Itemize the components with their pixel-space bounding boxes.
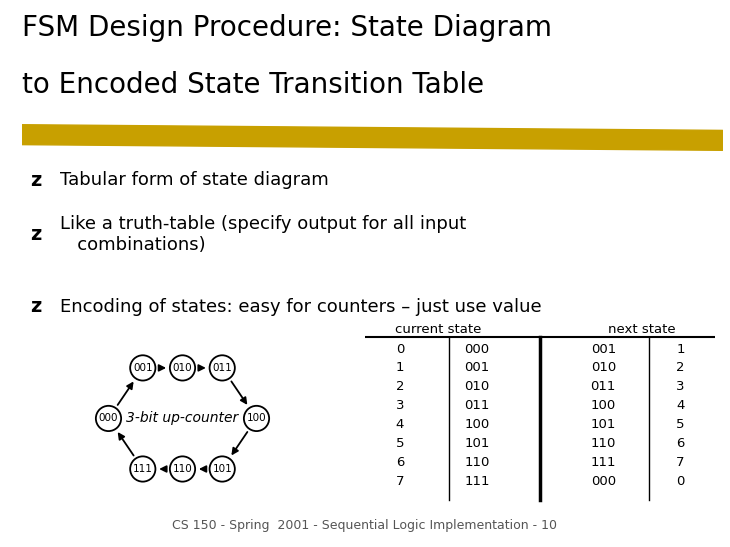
Text: 010: 010: [591, 362, 616, 375]
Text: 2: 2: [676, 362, 685, 375]
Text: 101: 101: [591, 418, 616, 431]
Circle shape: [170, 356, 195, 381]
Text: 000: 000: [591, 475, 616, 487]
Text: next state: next state: [608, 323, 676, 336]
Text: 7: 7: [676, 456, 685, 469]
Text: CS 150 - Spring  2001 - Sequential Logic Implementation - 10: CS 150 - Spring 2001 - Sequential Logic …: [172, 519, 558, 532]
Circle shape: [130, 356, 155, 381]
Text: current state: current state: [396, 323, 482, 336]
Text: Encoding of states: easy for counters – just use value: Encoding of states: easy for counters – …: [61, 298, 542, 316]
Text: to Encoded State Transition Table: to Encoded State Transition Table: [22, 71, 484, 98]
Text: z: z: [31, 297, 42, 316]
Text: 101: 101: [464, 437, 490, 450]
Text: 101: 101: [212, 464, 232, 474]
Text: 100: 100: [591, 399, 616, 412]
Text: 000: 000: [464, 342, 490, 356]
Circle shape: [244, 406, 269, 431]
Circle shape: [210, 356, 235, 381]
Text: 001: 001: [464, 362, 490, 375]
Text: 110: 110: [464, 456, 490, 469]
Circle shape: [130, 456, 155, 481]
Text: 0: 0: [676, 475, 685, 487]
Text: 1: 1: [676, 342, 685, 356]
Text: 100: 100: [464, 418, 490, 431]
Text: 3-bit up-counter: 3-bit up-counter: [126, 411, 239, 426]
Text: 6: 6: [396, 456, 404, 469]
Text: 110: 110: [172, 464, 193, 474]
Text: 111: 111: [591, 456, 616, 469]
Polygon shape: [22, 125, 723, 150]
Text: 010: 010: [464, 380, 490, 393]
Circle shape: [170, 456, 195, 481]
Text: 3: 3: [396, 399, 404, 412]
Text: 011: 011: [591, 380, 616, 393]
Text: 001: 001: [591, 342, 616, 356]
Text: Tabular form of state diagram: Tabular form of state diagram: [61, 171, 329, 189]
Text: z: z: [31, 225, 42, 244]
Text: 3: 3: [676, 380, 685, 393]
Text: Like a truth-table (specify output for all input
   combinations): Like a truth-table (specify output for a…: [61, 215, 466, 254]
Text: 111: 111: [464, 475, 490, 487]
Circle shape: [96, 406, 121, 431]
Text: FSM Design Procedure: State Diagram: FSM Design Procedure: State Diagram: [22, 14, 552, 42]
Text: 111: 111: [133, 464, 153, 474]
Text: 4: 4: [396, 418, 404, 431]
Text: 5: 5: [676, 418, 685, 431]
Text: 1: 1: [396, 362, 404, 375]
Text: 011: 011: [212, 363, 232, 373]
Text: 100: 100: [247, 414, 266, 423]
Text: 7: 7: [396, 475, 404, 487]
Text: 4: 4: [676, 399, 685, 412]
Text: 2: 2: [396, 380, 404, 393]
Text: 110: 110: [591, 437, 616, 450]
Text: 0: 0: [396, 342, 404, 356]
Text: 001: 001: [133, 363, 153, 373]
Text: 6: 6: [676, 437, 685, 450]
Circle shape: [210, 456, 235, 481]
Text: 000: 000: [99, 414, 118, 423]
Text: z: z: [31, 171, 42, 190]
Text: 5: 5: [396, 437, 404, 450]
Text: 011: 011: [464, 399, 490, 412]
Text: 010: 010: [173, 363, 192, 373]
